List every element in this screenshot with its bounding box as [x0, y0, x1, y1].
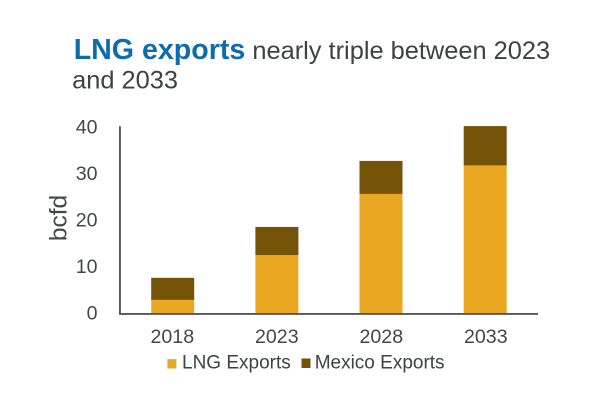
svg-text:20: 20 [76, 209, 98, 231]
svg-text:0: 0 [87, 302, 98, 324]
svg-text:2028: 2028 [360, 326, 404, 348]
svg-text:bcfd: bcfd [46, 195, 73, 241]
svg-text:LNG Exports: LNG Exports [182, 353, 291, 374]
svg-text:10: 10 [76, 256, 98, 278]
svg-text:2033: 2033 [464, 326, 508, 348]
svg-text:2018: 2018 [151, 326, 195, 348]
svg-text:Mexico Exports: Mexico Exports [315, 353, 445, 374]
svg-text:2023: 2023 [255, 326, 299, 348]
svg-text:40: 40 [76, 116, 98, 138]
svg-text:30: 30 [76, 163, 98, 185]
svg-text:LNG exports nearly triple betw: LNG exports nearly triple between 2023 [74, 34, 550, 66]
svg-text:and 2033: and 2033 [72, 67, 178, 95]
